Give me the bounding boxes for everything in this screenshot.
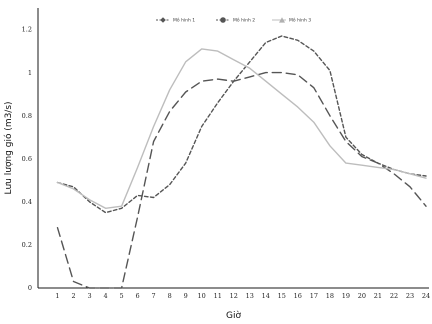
x-tick-label: 23	[406, 292, 414, 300]
x-tick-label: 21	[374, 292, 382, 300]
x-tick-label: 7	[152, 292, 156, 300]
x-tick-label: 17	[310, 292, 318, 300]
y-axis-title: Lưu lượng gió (m3/s)	[3, 101, 14, 194]
x-axis-title: Giờ	[226, 310, 241, 321]
series-line-2	[56, 35, 427, 214]
legend-marker-triangle	[279, 17, 285, 23]
x-tick-label: 14	[262, 292, 270, 300]
x-tick-label: 19	[342, 292, 350, 300]
x-tick-label: 13	[246, 292, 254, 300]
legend-marker-diamond	[160, 17, 166, 23]
x-tick-labels: 1 2 3 4 5 6 7 8 9 10 11 12 13 14 15 16 17 18 19 20 21 22 23 24	[55, 292, 430, 300]
y-tick-label: 1	[28, 69, 32, 77]
x-tick-label: 11	[214, 292, 222, 300]
legend-label-1: Mô hình 1	[173, 17, 195, 24]
legend-label-2: Mô hình 2	[233, 17, 255, 24]
x-tick-label: 6	[136, 292, 140, 300]
series-line-1	[56, 71, 427, 289]
x-tick-label: 8	[168, 292, 172, 300]
x-tick-label: 12	[230, 292, 238, 300]
series-line-3	[56, 48, 427, 210]
x-tick-label: 24	[422, 292, 430, 300]
y-tick-label: 0.8	[22, 112, 32, 120]
axes	[37, 8, 429, 289]
x-tick-label: 4	[103, 292, 107, 300]
y-tick-label: 0	[28, 284, 32, 292]
x-tick-label: 15	[278, 292, 286, 300]
x-tick-label: 16	[294, 292, 302, 300]
x-tick-label: 20	[358, 292, 366, 300]
x-tick-label: 2	[71, 292, 75, 300]
y-tick-label: 1.2	[22, 26, 32, 34]
x-tick-label: 3	[87, 292, 91, 300]
y-tick-label: 0.4	[22, 198, 32, 206]
legend: Mô hình 1 Mô hình 2 Mô hình 3	[156, 17, 311, 24]
x-tick-label: 18	[326, 292, 334, 300]
y-tick-label: 0.2	[22, 241, 32, 249]
x-tick-label: 10	[198, 292, 206, 300]
x-tick-label: 1	[55, 292, 59, 300]
x-tick-label: 9	[184, 292, 188, 300]
legend-label-3: Mô hình 3	[289, 17, 311, 24]
x-tick-label: 5	[120, 292, 124, 300]
y-tick-labels: 0 0.2 0.4 0.6 0.8 1 1.2	[22, 26, 32, 292]
y-tick-label: 0.6	[22, 155, 32, 163]
series-layer	[56, 35, 427, 289]
x-tick-label: 22	[390, 292, 398, 300]
legend-marker-circle	[220, 17, 226, 23]
